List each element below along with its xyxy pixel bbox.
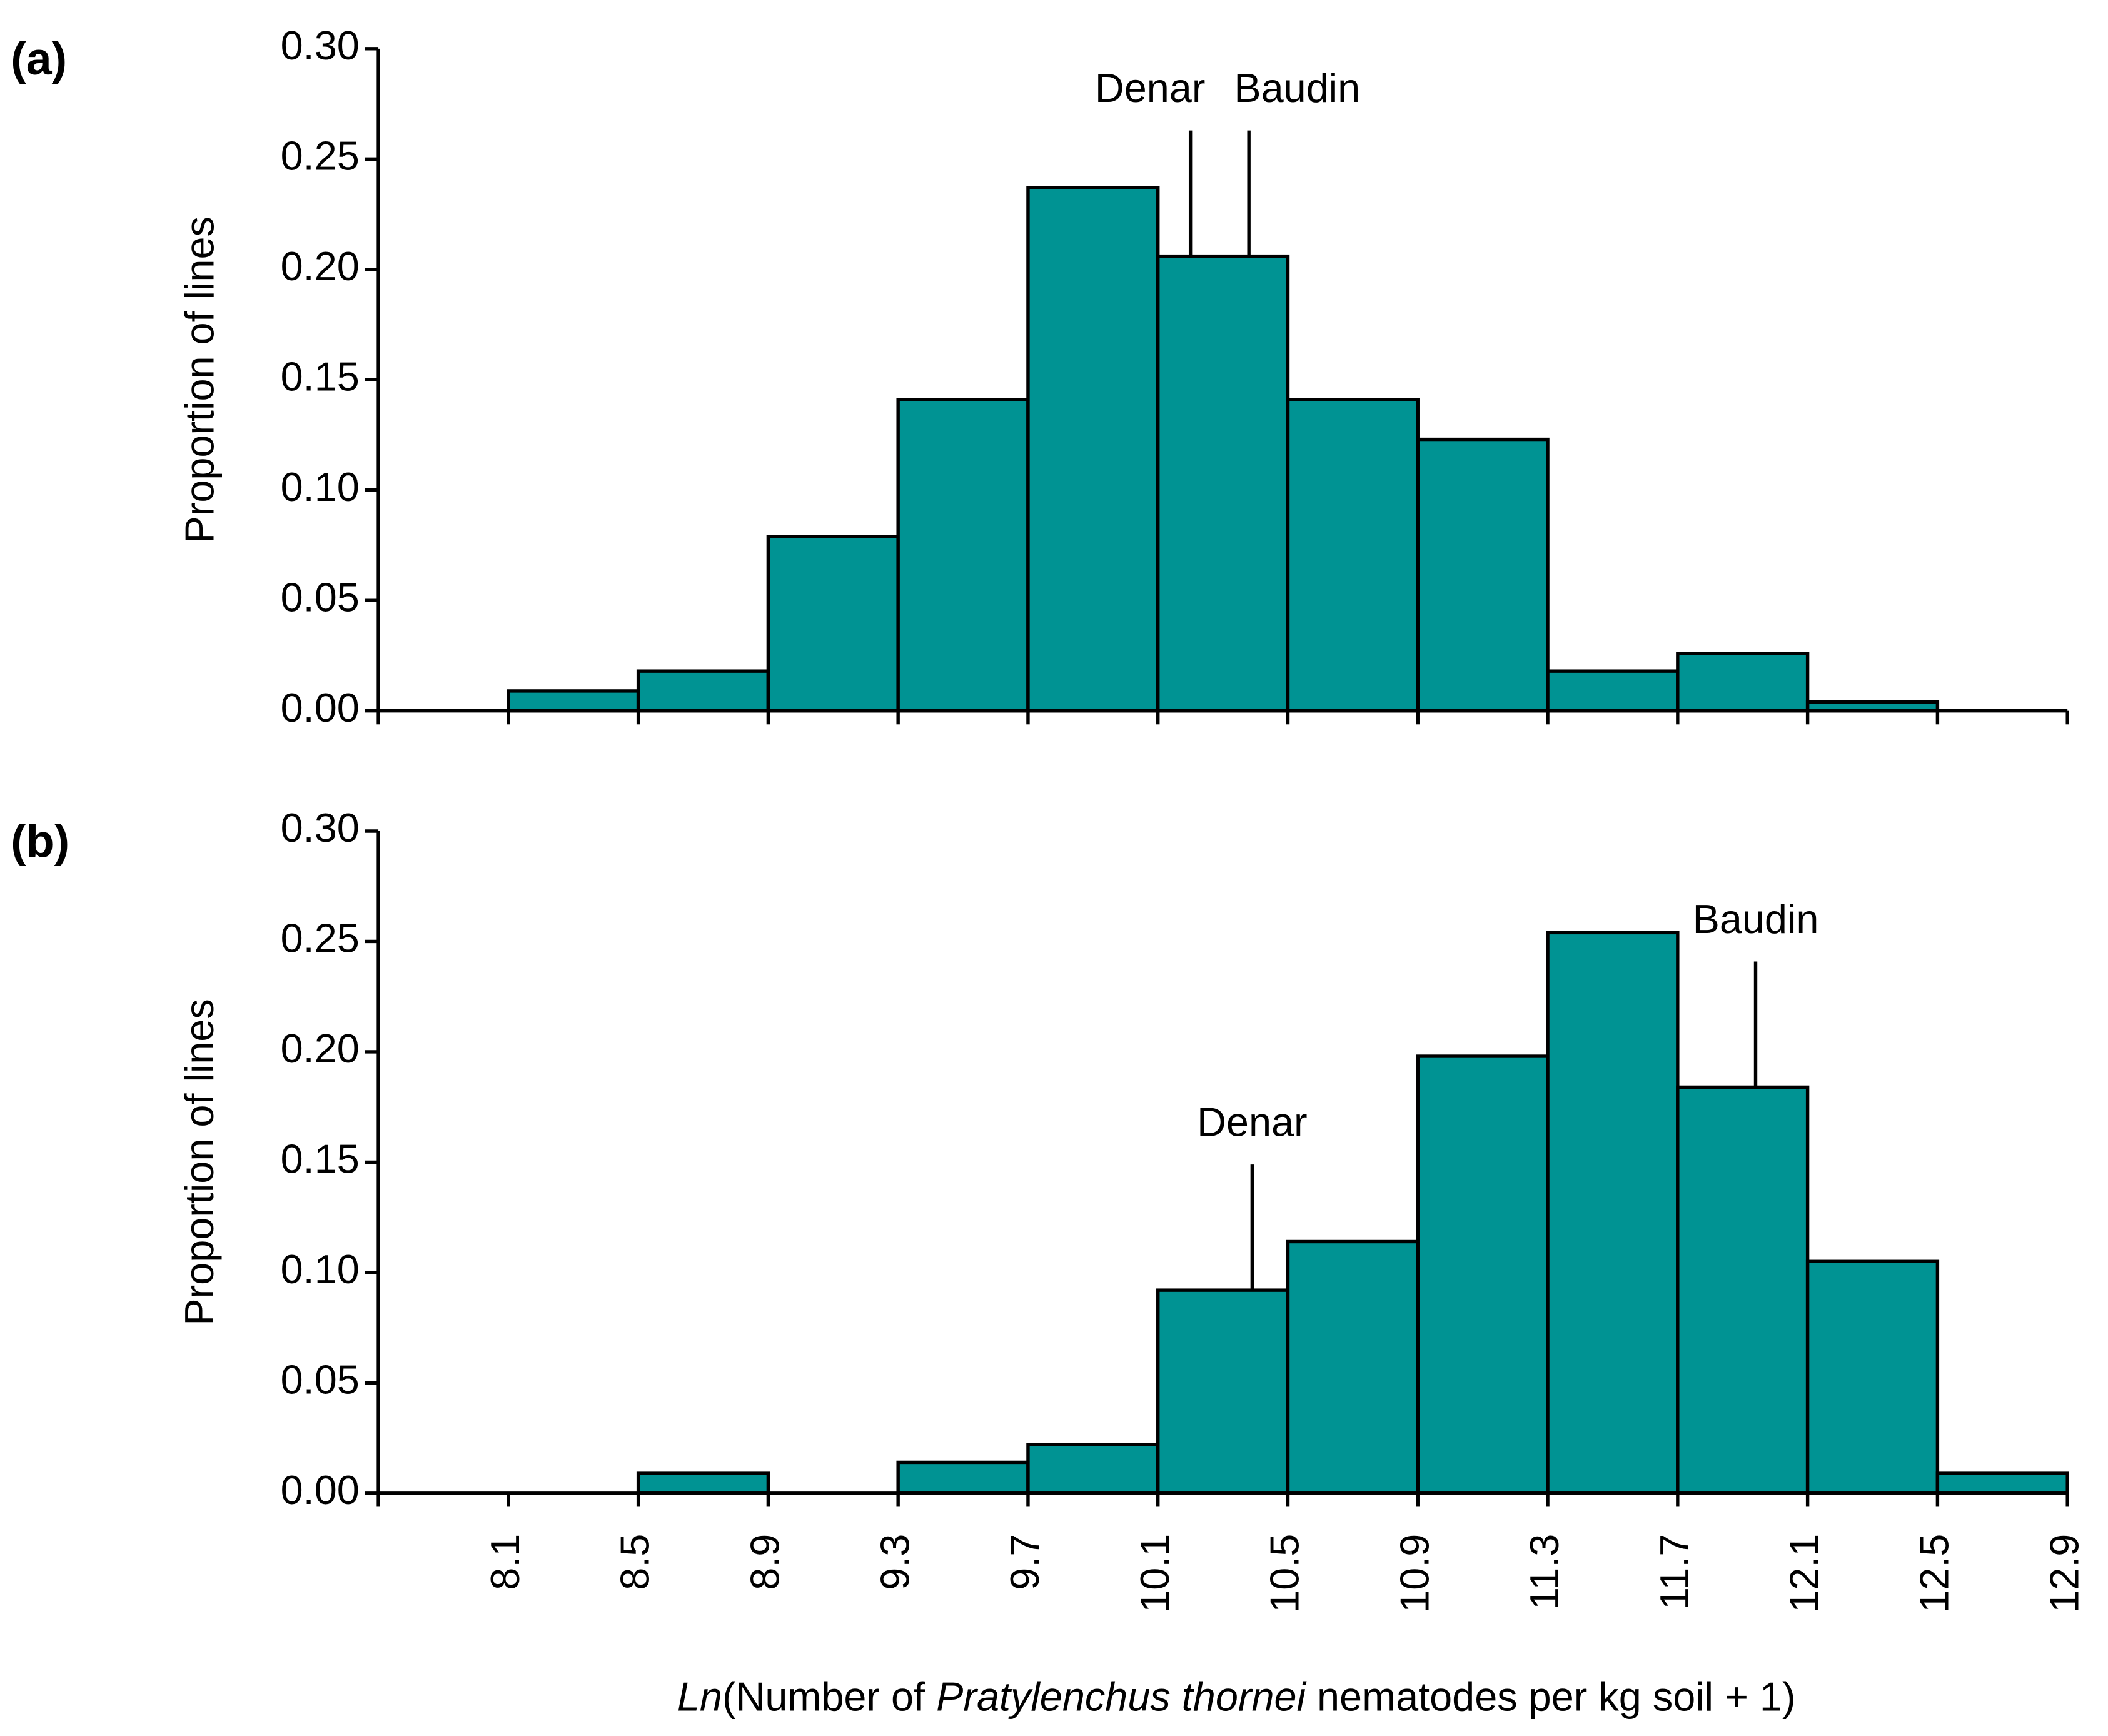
y-tick-label: 0.15: [281, 353, 360, 399]
x-tick-label: 8.1: [482, 1534, 528, 1590]
bar: [1286, 1239, 1420, 1495]
x-tick-label: 12.9: [2041, 1534, 2087, 1613]
y-tick-label: 0.15: [281, 1136, 360, 1182]
y-tick-label: 0.25: [281, 133, 360, 178]
bar: [1416, 437, 1550, 713]
panel-label: (a): [11, 33, 67, 84]
bar: [1935, 1471, 2069, 1495]
x-axis-label-part: nematodes per kg soil + 1): [1306, 1674, 1796, 1720]
bar: [896, 398, 1030, 713]
bar: [1026, 186, 1160, 713]
bar: [896, 1460, 1030, 1495]
y-tick-label: 0.05: [281, 574, 360, 620]
annotation-label: Denar: [1197, 1099, 1308, 1145]
x-tick-label: 11.3: [1521, 1534, 1567, 1610]
bar: [1416, 1054, 1550, 1495]
y-tick-label: 0.20: [281, 1026, 360, 1071]
x-tick-label: 8.5: [612, 1534, 658, 1590]
bar: [636, 1471, 770, 1495]
bar: [1676, 652, 1810, 713]
y-tick-label: 0.10: [281, 464, 360, 510]
x-tick-label: 10.5: [1262, 1534, 1308, 1613]
x-tick-label: 10.9: [1391, 1534, 1437, 1613]
bar: [1286, 398, 1420, 713]
annotation-label: Denar: [1095, 65, 1206, 111]
x-axis-label: Ln(Number of Pratylenchus thornei nemato…: [677, 1674, 1796, 1720]
y-tick-label: 0.10: [281, 1246, 360, 1292]
x-tick-label: 12.5: [1912, 1534, 1957, 1613]
bar: [507, 689, 640, 713]
bar: [1026, 1443, 1160, 1495]
bar: [1156, 254, 1290, 713]
bar: [1546, 931, 1680, 1495]
bar: [1676, 1085, 1810, 1495]
x-tick-label: 11.7: [1652, 1534, 1697, 1610]
y-tick-label: 0.30: [281, 23, 360, 68]
y-tick-label: 0.30: [281, 805, 360, 850]
bar: [636, 669, 770, 713]
y-tick-label: 0.20: [281, 243, 360, 289]
bar: [1805, 1259, 1940, 1495]
x-tick-label: 9.7: [1002, 1534, 1047, 1590]
x-tick-label: 8.9: [742, 1534, 788, 1590]
x-axis-label-part: Pratylenchus thornei: [936, 1674, 1306, 1720]
y-tick-label: 0.00: [281, 685, 360, 730]
bar: [766, 535, 900, 713]
annotation-label: Baudin: [1234, 65, 1360, 111]
x-tick-label: 10.1: [1132, 1534, 1178, 1613]
x-axis-label-part: (Number of: [722, 1674, 936, 1720]
y-tick-label: 0.05: [281, 1356, 360, 1402]
bar: [1546, 669, 1680, 713]
y-axis-label: Proportion of lines: [176, 216, 222, 543]
x-tick-label: 9.3: [872, 1534, 917, 1590]
y-tick-label: 0.25: [281, 916, 360, 961]
y-axis-label: Proportion of lines: [176, 999, 222, 1325]
y-tick-label: 0.00: [281, 1467, 360, 1513]
panel-label: (b): [11, 815, 69, 867]
annotation-label: Baudin: [1693, 896, 1819, 942]
x-tick-label: 12.1: [1782, 1534, 1827, 1613]
x-axis-label-part: Ln: [677, 1674, 722, 1720]
bar: [1156, 1288, 1290, 1495]
